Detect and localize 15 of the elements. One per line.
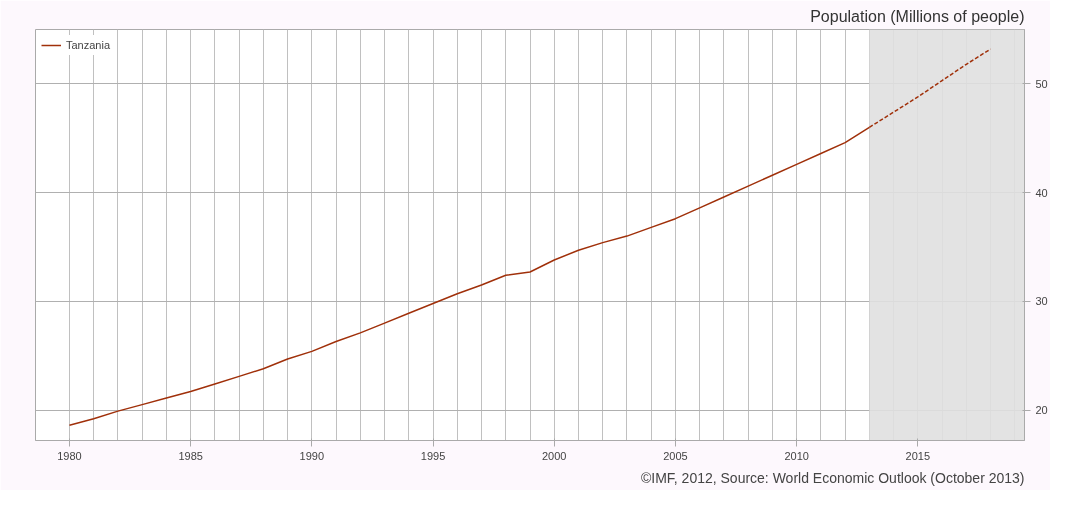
- text: ©IMF, 2012, Source: World Economic Outlook (October 2013): [640, 469, 1025, 486]
- y-tick-label: 30: [1035, 295, 1048, 308]
- legend-label: Tanzania: [66, 39, 111, 51]
- x-tick-label: 1995: [420, 449, 446, 462]
- x-tick-label: 2000: [542, 449, 567, 462]
- x-tick-label: 1985: [178, 449, 203, 462]
- y-tick-label: 40: [1035, 186, 1048, 199]
- x-tick-label: 2005: [663, 449, 688, 462]
- chart-title: Population (Millions of people): [810, 7, 1025, 25]
- x-tick-label: 1990: [299, 449, 325, 462]
- x-tick-label: 2015: [905, 449, 931, 462]
- x-tick-label: 1980: [57, 449, 82, 462]
- y-tick-label: 20: [1035, 404, 1048, 417]
- x-tick-label: 2010: [784, 449, 809, 462]
- y-tick-label: 50: [1035, 77, 1048, 90]
